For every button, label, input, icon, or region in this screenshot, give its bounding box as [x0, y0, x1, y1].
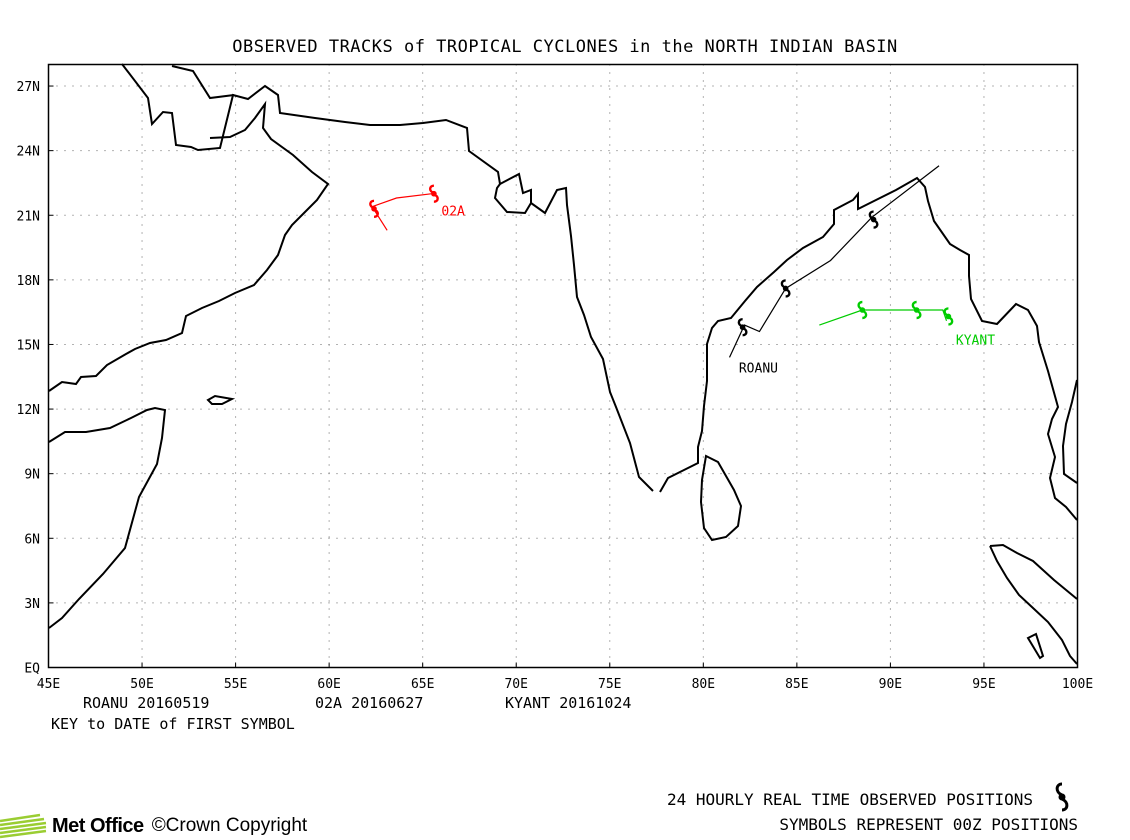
coast-arabia-persia — [121, 63, 532, 203]
storm-track-line — [819, 309, 948, 326]
key-note: KEY to DATE of FIRST SYMBOL — [51, 715, 295, 733]
key-kyant-date: 20161024 — [559, 694, 632, 712]
storm-roanu: ROANU — [728, 165, 940, 376]
coast-india-west — [493, 176, 1078, 521]
x-tick-label: 50E — [130, 677, 153, 692]
met-office-name: Met Office — [52, 814, 144, 837]
x-tick-label: 60E — [317, 677, 340, 692]
key-kyant-name: KYANT — [505, 694, 551, 712]
cyclone-symbol-icon — [780, 279, 791, 298]
coast-oman — [171, 65, 235, 100]
key-roanu: ROANU 20160519 — [83, 694, 209, 712]
storm-track-line — [728, 165, 940, 358]
storm-label: 02A — [441, 204, 465, 219]
x-tick-label: 55E — [224, 677, 247, 692]
x-tick-label: 75E — [598, 677, 621, 692]
key-02a: 02A 20160627 — [315, 694, 423, 712]
footer-symbols-note: SYMBOLS REPRESENT 00Z POSITIONS — [779, 815, 1078, 834]
key-02a-date: 20160627 — [351, 694, 424, 712]
map-title: OBSERVED TRACKS of TROPICAL CYCLONES in … — [232, 37, 898, 57]
x-tick-label: 70E — [504, 677, 527, 692]
y-tick-label: 27N — [17, 80, 40, 95]
x-tick-labels: 45E 50E 55E 60E 65E 70E 75E 80E 85E 90E 95E 100E — [37, 662, 1093, 692]
y-tick-label: 24N — [17, 145, 40, 160]
y-tick-label: 3N — [24, 597, 40, 612]
key-02a-name: 02A — [315, 694, 343, 712]
footer-observed-positions: 24 HOURLY REAL TIME OBSERVED POSITIONS — [666, 790, 1033, 809]
cyclone-tracks: ROANU 02A KYANT — [369, 165, 995, 376]
key-roanu-date: 20160519 — [137, 694, 210, 712]
met-office-logo: Met Office ©Crown Copyright — [0, 812, 307, 840]
y-tick-label: 18N — [17, 274, 40, 289]
coast-sri-lanka — [699, 454, 743, 542]
x-tick-label: 90E — [879, 677, 902, 692]
met-office-swoosh-icon — [0, 813, 47, 839]
key-kyant: KYANT 20161024 — [505, 694, 631, 712]
cyclone-symbol-icon — [428, 184, 439, 203]
cyclone-symbol-icon — [943, 307, 954, 326]
y-tick-label: EQ — [24, 662, 40, 677]
y-tick-label: 15N — [17, 338, 40, 353]
y-tick-labels: EQ 3N 6N 9N 12N 15N 18N 21N 24N 27N — [17, 80, 54, 677]
y-tick-label: 6N — [24, 532, 40, 547]
storm-02a: 02A — [369, 184, 465, 231]
y-tick-label: 9N — [24, 468, 40, 483]
cyclone-symbol-icon — [369, 199, 379, 218]
crown-copyright: ©Crown Copyright — [151, 815, 308, 836]
storm-label: KYANT — [956, 333, 995, 348]
storm-label: ROANU — [739, 361, 778, 376]
cyclone-symbol-icon — [857, 300, 868, 320]
y-tick-label: 12N — [17, 403, 40, 418]
coast-arabia-south — [48, 100, 330, 392]
coast-horn-africa — [48, 406, 167, 629]
storm-track-line — [371, 193, 433, 231]
x-tick-label: 100E — [1062, 677, 1093, 692]
y-tick-label: 21N — [17, 209, 40, 224]
x-tick-label: 45E — [37, 677, 60, 692]
coastlines — [48, 63, 1078, 665]
coast-andaman — [1026, 632, 1045, 660]
x-tick-label: 80E — [692, 677, 715, 692]
x-tick-label: 65E — [411, 677, 434, 692]
cyclone-symbol-icon — [911, 300, 922, 320]
cyclone-symbol-legend-icon — [1055, 782, 1069, 812]
grid-lines — [48, 64, 1078, 668]
cyclone-track-map: ROANU 02A KYANT 45E 50E 55E 60E 65E 70E 75E 80E 85… — [17, 63, 1093, 692]
x-tick-label: 85E — [785, 677, 808, 692]
cyclone-symbol-icon — [868, 210, 879, 229]
cyclone-symbol-icon — [737, 318, 748, 337]
coast-malay-peninsula — [989, 543, 1078, 665]
x-tick-label: 95E — [972, 677, 995, 692]
storm-kyant: KYANT — [819, 300, 995, 348]
coast-myanmar-peninsula — [1061, 379, 1078, 484]
map-frame — [47, 63, 1079, 669]
key-roanu-name: ROANU — [83, 694, 129, 712]
coast-socotra — [206, 394, 236, 405]
